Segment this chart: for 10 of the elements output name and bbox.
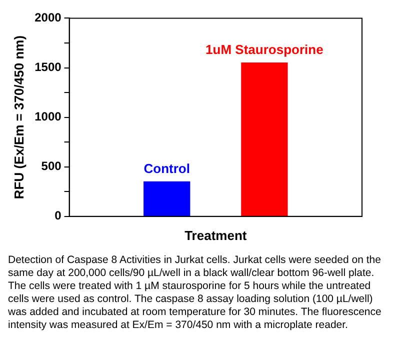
y-tick-label: 1000 [34, 110, 62, 124]
x-tick-label: 1uM Staurosporine [206, 42, 324, 57]
x-tick-label: Control [144, 160, 190, 176]
y-axis-title: RFU (Ex/Em = 370/450 nm) [11, 35, 26, 200]
x-axis-title: Treatment [184, 228, 248, 243]
y-tick-label: 2000 [34, 10, 62, 25]
y-tick-label: 500 [41, 159, 62, 174]
text: Detection of Caspase 8 Activities in Jurkat cells. Jurkat cells were seeded on the same day at 200,000 cells/90 µL/well in a black wall/clear bottom 96-well plate. The cells were treated with 1 µM staurosporine for 5 hours while the untreated cells were used as control. The caspase 8 assay loading solution (100 µL/well) was added and incubated at room temperature for 30 minutes. The fluorescence intensity was measured at Ex/Em = 370/450 nm with a microplate reader. [8, 254, 382, 332]
y-tick-label: 1500 [34, 60, 62, 74]
y-tick-label: 0 [54, 208, 62, 223]
